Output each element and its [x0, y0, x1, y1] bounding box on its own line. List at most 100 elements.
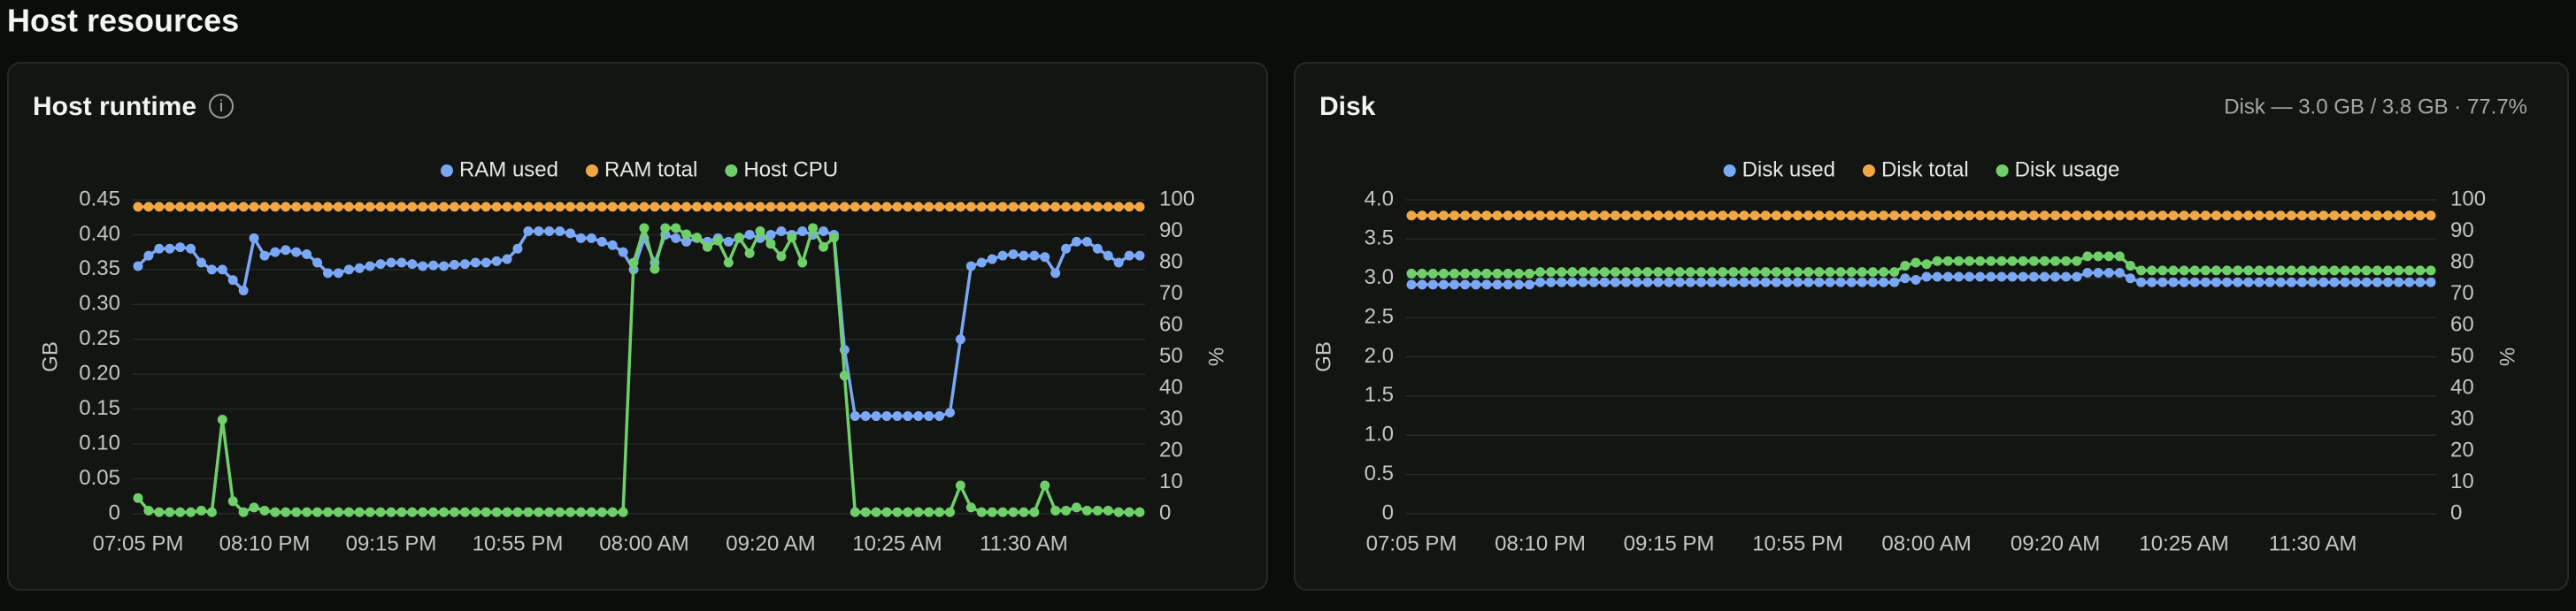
data-point [1664, 277, 1674, 287]
data-point [1803, 277, 1814, 287]
data-point [787, 233, 797, 243]
data-point [2286, 277, 2296, 287]
y-tick-label: 2.5 [1365, 304, 1394, 328]
data-point [808, 223, 819, 233]
data-point [575, 202, 586, 212]
data-point [1546, 267, 1557, 278]
data-point [1460, 210, 1471, 221]
data-point [1406, 210, 1417, 221]
x-tick-label: 08:00 AM [1881, 531, 1971, 555]
data-point [238, 202, 249, 212]
data-point [1072, 502, 1082, 513]
data-point [755, 226, 765, 236]
y-tick-label: 0.05 [79, 466, 120, 490]
data-point [976, 257, 987, 268]
data-point [1481, 279, 1492, 290]
data-point [428, 202, 439, 212]
y2-axis-label: % [1204, 348, 1228, 366]
data-point [1986, 271, 1996, 282]
data-point [596, 507, 607, 517]
data-point [607, 202, 618, 212]
y2-tick-label: 70 [1159, 281, 1183, 305]
data-point [2243, 277, 2254, 287]
data-point [1599, 277, 1610, 287]
data-point [491, 256, 502, 266]
data-point [955, 202, 965, 212]
data-point [1760, 267, 1771, 278]
data-point [259, 505, 270, 516]
legend-swatch [725, 164, 738, 177]
data-point [1124, 250, 1134, 261]
data-point [206, 202, 217, 212]
data-point [1599, 210, 1610, 221]
data-point [797, 257, 808, 268]
data-point [1471, 279, 1481, 290]
data-point [586, 507, 596, 517]
data-point [1061, 505, 1072, 516]
data-point [2265, 265, 2275, 276]
data-point [2233, 210, 2243, 221]
y-axis-label: GB [1311, 341, 1335, 372]
data-point [1072, 236, 1082, 247]
data-point [776, 251, 787, 262]
data-point [2189, 265, 2200, 276]
y2-tick-label: 50 [2450, 344, 2474, 368]
data-point [2114, 251, 2125, 262]
data-point [1685, 277, 1696, 287]
legend-swatch [440, 164, 453, 177]
data-point [1449, 268, 1460, 279]
data-point [976, 507, 987, 517]
data-point [2372, 265, 2382, 276]
data-point [1061, 202, 1072, 212]
data-point [1953, 256, 1964, 266]
data-point [2222, 265, 2233, 276]
y-tick-label: 3.5 [1365, 226, 1394, 250]
data-point [133, 493, 143, 503]
data-point [607, 507, 618, 517]
data-point [2265, 210, 2275, 221]
data-point [534, 202, 544, 212]
data-point [945, 408, 956, 418]
y-tick-label: 0.40 [79, 222, 120, 246]
data-point [2061, 256, 2072, 266]
data-point [1814, 277, 1825, 287]
data-point [850, 411, 860, 422]
data-point [1029, 202, 1040, 212]
data-point [281, 507, 291, 517]
data-point [2233, 265, 2243, 276]
data-point [1728, 267, 1739, 278]
data-point [2072, 210, 2082, 221]
data-point [1889, 267, 1900, 278]
data-point [1535, 277, 1546, 287]
data-point [650, 263, 660, 274]
data-point [913, 202, 924, 212]
data-point [1546, 277, 1557, 287]
data-point [428, 507, 439, 517]
data-point [1113, 257, 1124, 268]
data-point [470, 257, 481, 268]
data-point [2082, 251, 2093, 262]
data-point [2157, 265, 2168, 276]
data-point [196, 257, 206, 268]
data-point [765, 239, 776, 249]
data-point [555, 507, 565, 517]
data-point [322, 268, 333, 279]
data-point [1134, 507, 1145, 517]
data-point [607, 240, 618, 250]
data-point [586, 233, 596, 243]
data-point [1103, 250, 1113, 261]
data-point [828, 233, 839, 243]
y2-tick-label: 100 [2450, 187, 2486, 210]
data-point [2296, 210, 2307, 221]
data-point [1889, 277, 1900, 287]
data-point [1578, 210, 1588, 221]
data-point [175, 242, 186, 253]
y-tick-label: 0.45 [79, 187, 120, 210]
data-point [2028, 256, 2039, 266]
data-point [787, 202, 797, 212]
data-point [249, 202, 259, 212]
data-point [596, 202, 607, 212]
data-point [227, 496, 238, 507]
data-point [1642, 267, 1653, 278]
